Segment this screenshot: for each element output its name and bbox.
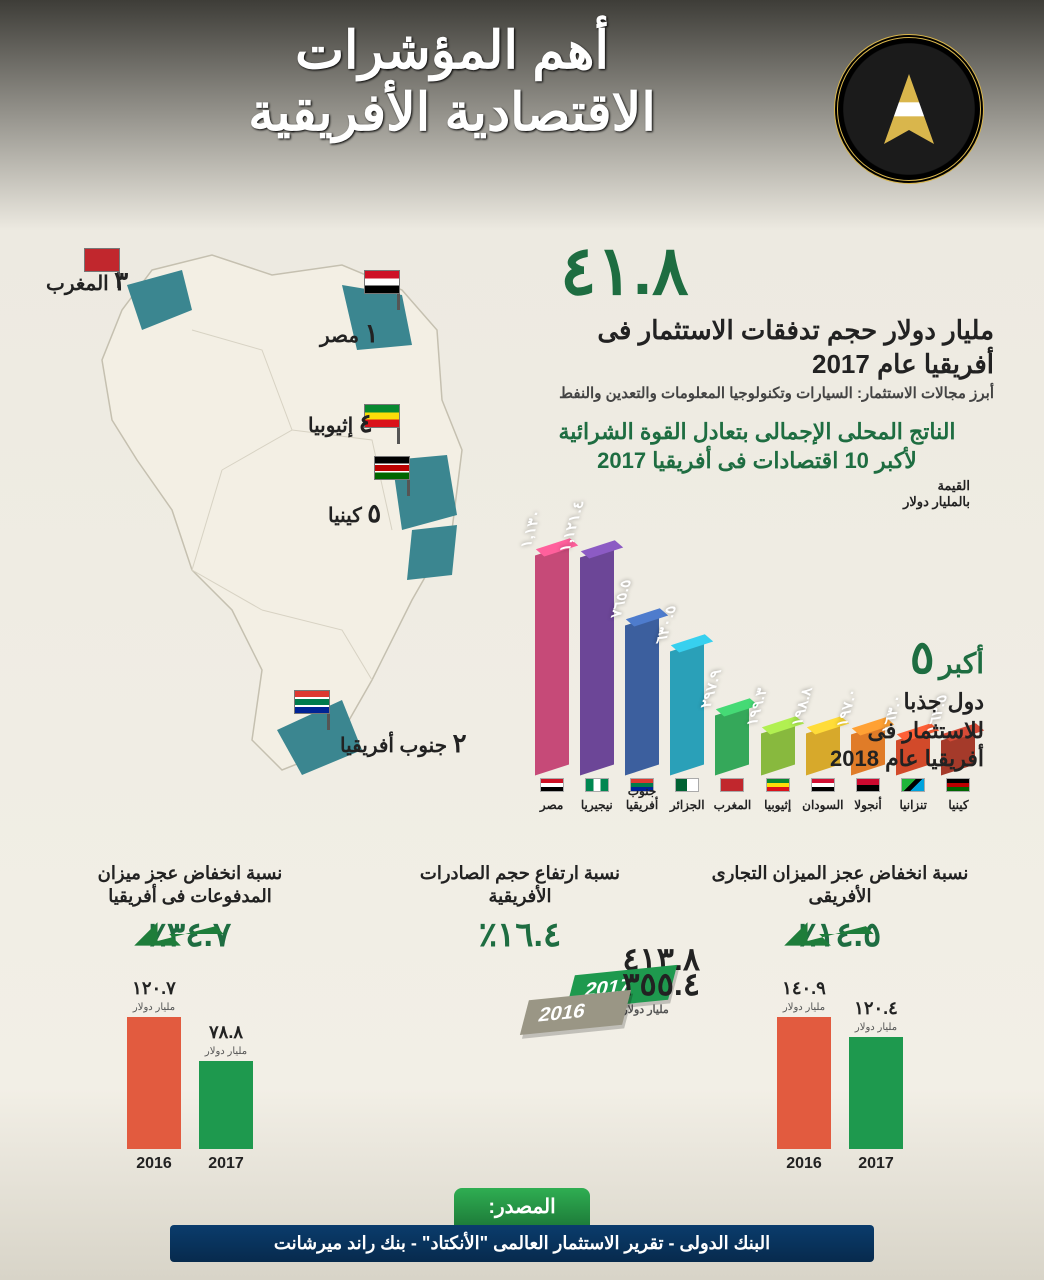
country-flag-icon <box>856 778 880 792</box>
country-flag-icon <box>374 456 410 480</box>
bar-value: ١٢٠.٤ <box>849 998 903 1019</box>
comparison-bar: ١٢٠.٧ مليار دولار 2016 <box>127 978 181 1173</box>
map-country-label: ٥ كينيا <box>328 498 381 529</box>
bar-year: 2017 <box>199 1155 253 1173</box>
map-flag-pin <box>360 270 402 310</box>
bar-value: ٧٨.٨ <box>199 1022 253 1043</box>
map-country-label: ٣ المغرب <box>46 266 128 297</box>
chart-axis-label: القيمة بالمليار دولار <box>903 478 970 509</box>
bar-year: 2016 <box>777 1155 831 1173</box>
bar-year: 2016 <box>127 1155 181 1173</box>
top5-body: دول جذبا للاستثمار فى أفريقيا عام 2018 <box>824 688 984 774</box>
top5-pre: أكبر <box>939 648 984 679</box>
stat-trade-balance: نسبة انخفاض عجز الميزان التجارى الأفريقى… <box>710 862 970 1173</box>
headline-subtitle: مليار دولار حجم تدفقات الاستثمار فى أفري… <box>520 314 994 382</box>
map-flag-pin <box>370 456 412 496</box>
country-flag-icon <box>675 778 699 792</box>
egypt-emblem <box>834 34 984 184</box>
header: أهم المؤشرات الاقتصادية الأفريقية <box>60 20 844 145</box>
stat-mid-title: نسبة ارتفاع حجم الصادرات الأفريقية <box>390 862 650 909</box>
map-country-label: ٢ جنوب أفريقيا <box>340 728 467 759</box>
africa-map: ١ مصر ٢ جنوب أفريقيا ٣ المغرب ٤ إثيوبيا ٥ كي… <box>40 230 524 790</box>
bar-unit: مليار دولار <box>777 1002 831 1013</box>
gdp-bar: ١,١٣٠ مصر <box>530 550 573 770</box>
bar-unit: مليار دولار <box>849 1022 903 1033</box>
bar-unit: مليار دولار <box>127 1002 181 1013</box>
headline-number: ٤١.٨ <box>560 232 688 311</box>
bar-value: ١٢٠.٧ <box>127 978 181 999</box>
title-line-1: أهم المؤشرات <box>60 20 844 82</box>
eagle-icon <box>884 74 934 144</box>
country-flag-icon <box>585 778 609 792</box>
country-flag-icon <box>294 690 330 714</box>
comparison-bar: ١٤٠.٩ مليار دولار 2016 <box>777 978 831 1173</box>
map-country-label: ١ مصر <box>320 318 379 349</box>
plate-value: ٣٥٥.٤ <box>622 966 700 1002</box>
headline-note: أبرز مجالات الاستثمار: السيارات وتكنولوج… <box>520 384 994 402</box>
stat-bop: نسبة انخفاض عجز ميزان المدفوعات فى أفريق… <box>60 862 320 1173</box>
gdp-bar: ١,١٢١.٤ نيجيريا <box>575 552 618 770</box>
gdp-bar-value: ١٩٨.٨ <box>788 688 816 726</box>
export-plate: ٣٥٥.٤ مليار دولار 2016 <box>370 995 624 1030</box>
bar-year: 2017 <box>849 1155 903 1173</box>
country-flag-icon <box>946 778 970 792</box>
bar-unit: مليار دولار <box>199 1046 253 1057</box>
ppp-title-l2: لأكبر 10 اقتصادات فى أفريقيا 2017 <box>520 447 994 476</box>
country-flag-icon <box>766 778 790 792</box>
comparison-bar: ١٢٠.٤ مليار دولار 2017 <box>849 998 903 1173</box>
country-flag-icon <box>901 778 925 792</box>
country-flag-icon <box>364 270 400 294</box>
gdp-bar: ١٩٩.٣ إثيوبيا <box>756 728 799 770</box>
ppp-title-l1: الناتج المحلى الإجمالى بتعادل القوة الشر… <box>520 418 994 447</box>
source-text: البنك الدولى - تقرير الاستثمار العالمى "… <box>170 1225 874 1262</box>
map-flag-pin <box>290 690 332 730</box>
plate-unit: مليار دولار <box>622 1003 700 1016</box>
gdp-bar: ٦٣٠.٥ الجزائر <box>666 646 709 770</box>
footer: المصدر: البنك الدولى - تقرير الاستثمار ا… <box>170 1188 874 1262</box>
gdp-bar-label: كينيا <box>928 798 988 812</box>
country-flag-icon <box>540 778 564 792</box>
export-plates: ٤١٣.٨ مليار دولار 2017 ٣٥٥.٤ مليار دولار… <box>370 970 670 1020</box>
top5-block: أكبر ٥ دول جذبا للاستثمار فى أفريقيا عام… <box>824 630 984 774</box>
gdp-bar-value: ١,١٢١.٤ <box>555 501 587 552</box>
bar-value: ١٤٠.٩ <box>777 978 831 999</box>
ppp-chart-title: الناتج المحلى الإجمالى بتعادل القوة الشر… <box>520 418 994 475</box>
country-flag-icon <box>720 778 744 792</box>
comparison-bar: ٧٨.٨ مليار دولار 2017 <box>199 1022 253 1173</box>
stat-exports: نسبة ارتفاع حجم الصادرات الأفريقية ٪١٦.٤ <box>390 862 650 955</box>
stat-mid-pct: ٪١٦.٤ <box>390 915 650 955</box>
top5-number: ٥ <box>910 631 935 683</box>
plate-year: 2016 <box>519 990 630 1035</box>
country-flag-icon <box>811 778 835 792</box>
map-country-label: ٤ إثيوبيا <box>308 408 373 439</box>
source-label: المصدر: <box>454 1188 589 1225</box>
title-line-2: الاقتصادية الأفريقية <box>60 82 844 144</box>
